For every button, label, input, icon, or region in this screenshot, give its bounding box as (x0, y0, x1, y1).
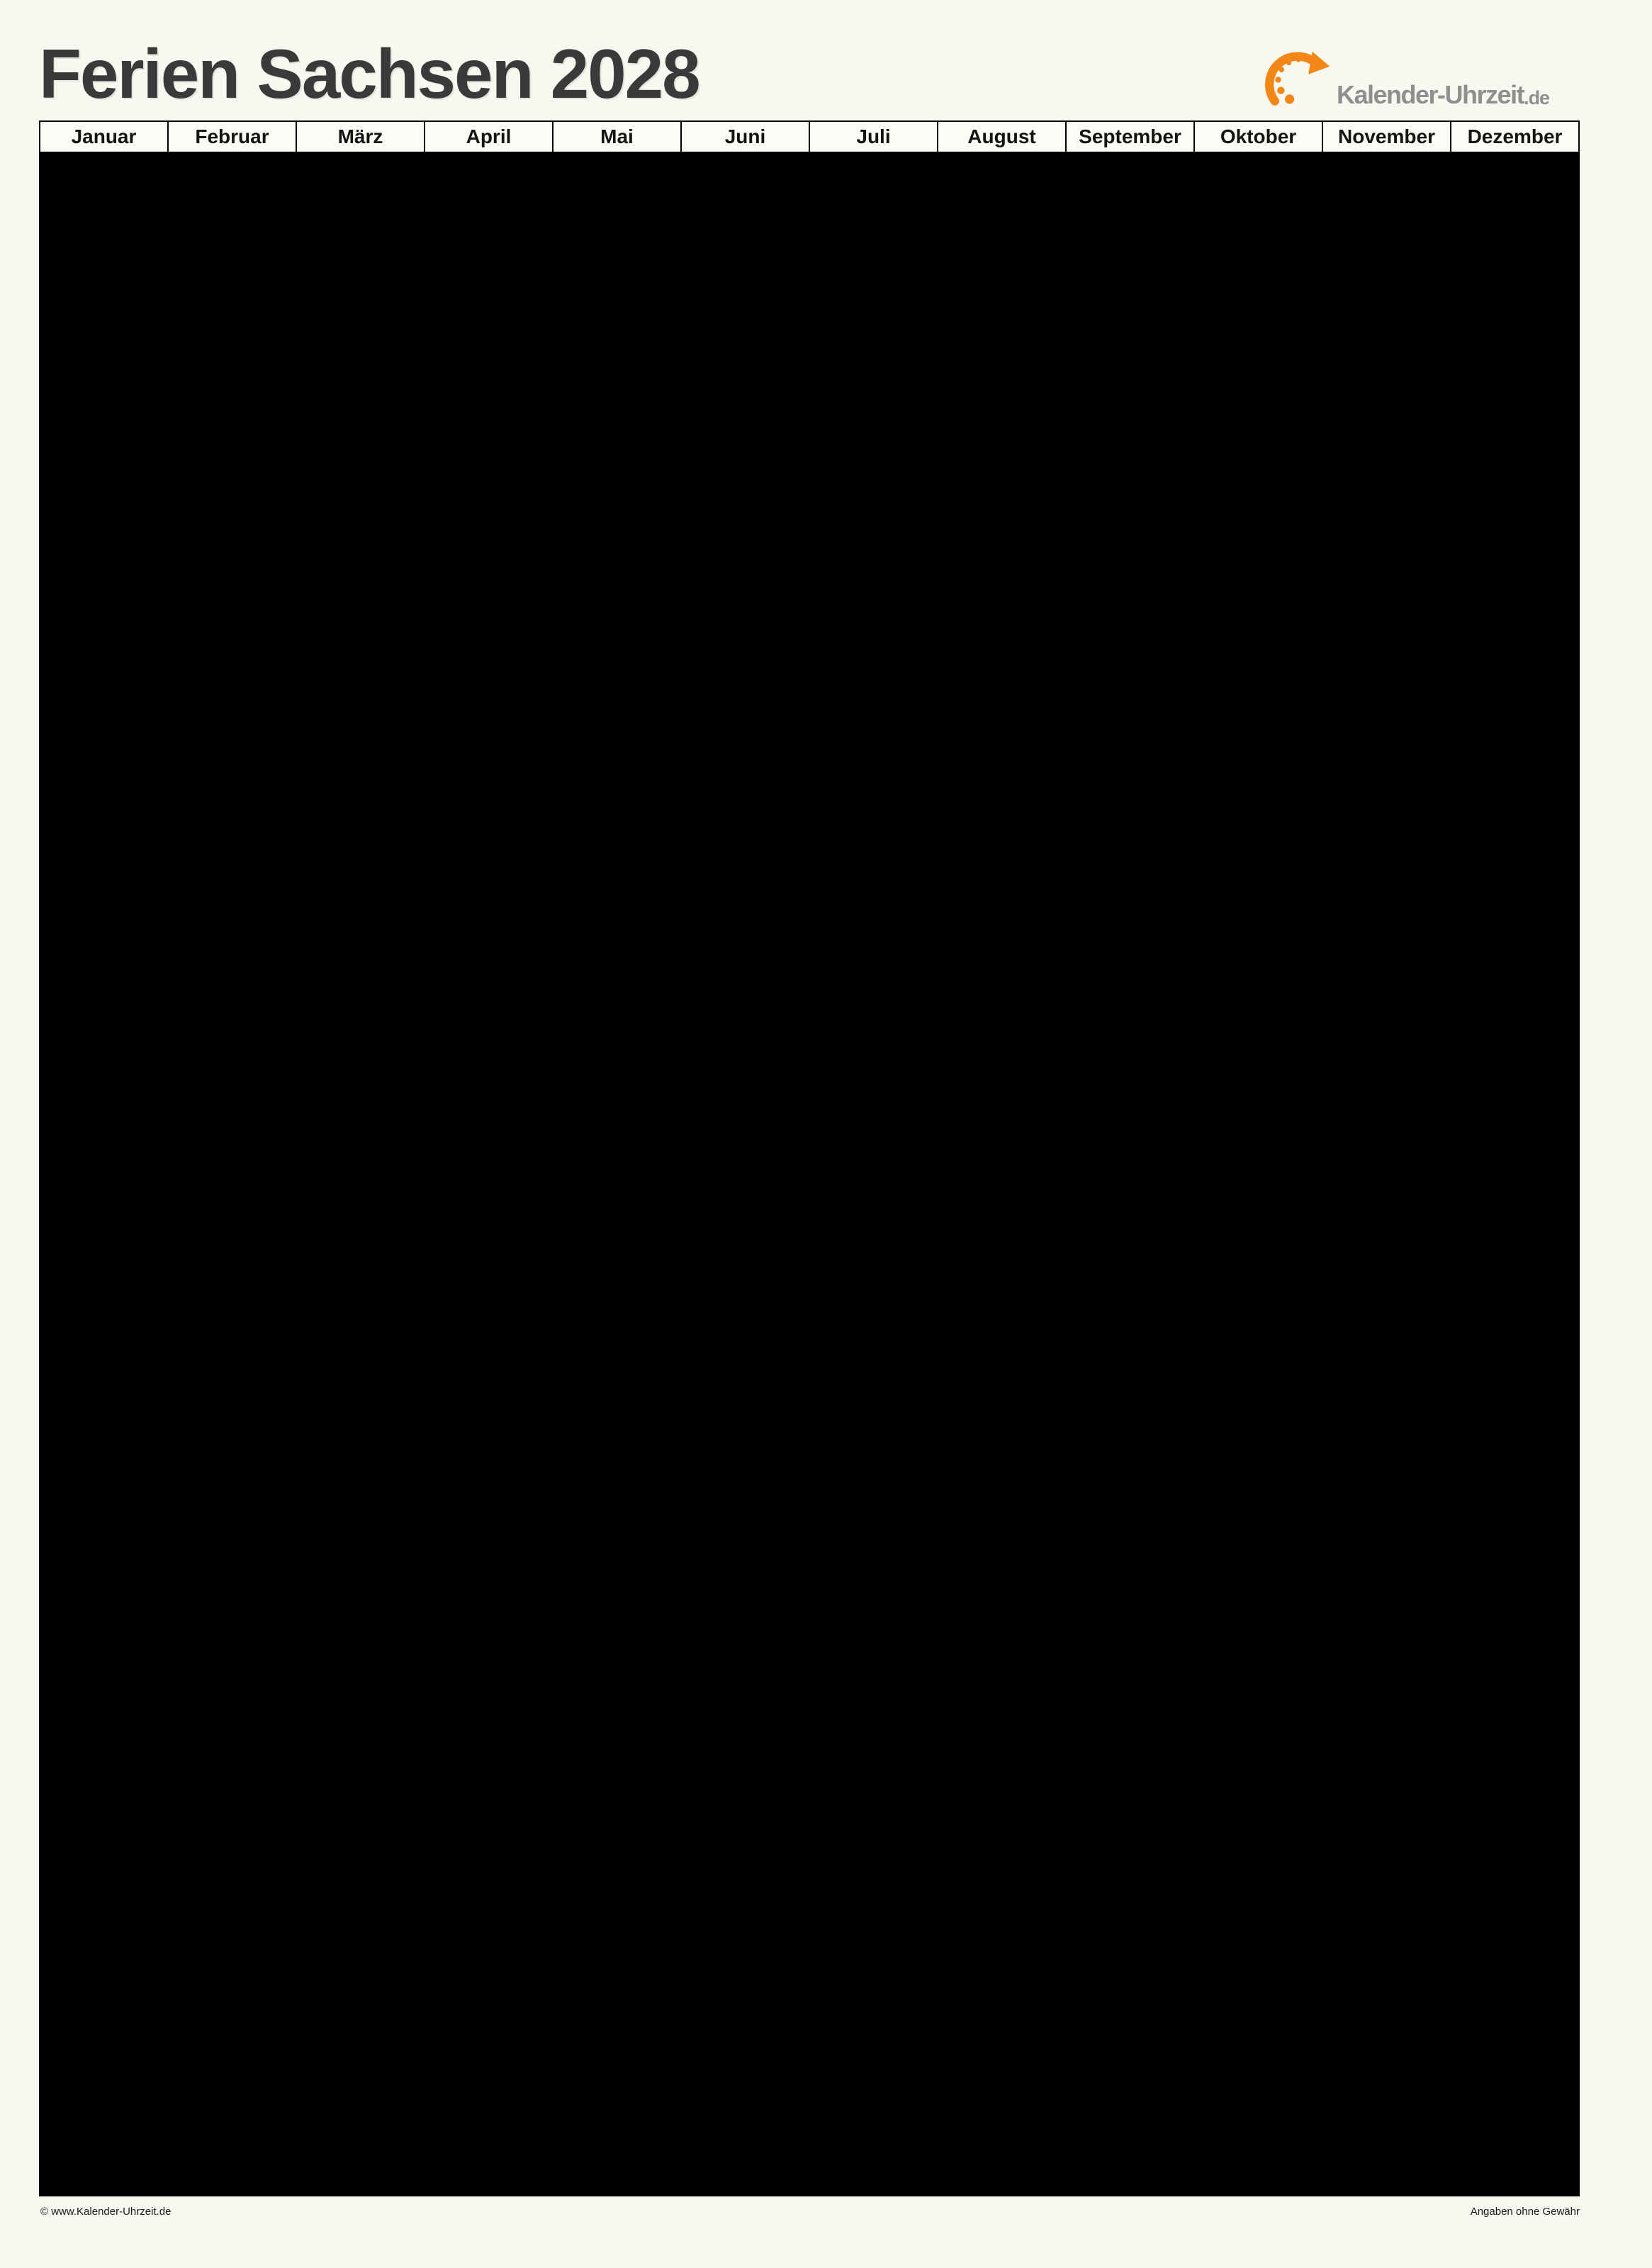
month-header-juni: Juni (682, 122, 809, 152)
month-header-dezember: Dezember (1451, 122, 1578, 152)
month-header-oktober: Oktober (1195, 122, 1322, 152)
footer-disclaimer: Angaben ohne Gewähr (1470, 2206, 1580, 2218)
page-title: Ferien Sachsen 2028 (39, 35, 701, 113)
calendar-grid: Januar Februar März April Mai Juni Juli August S… (39, 120, 1580, 2196)
month-header-januar: Januar (40, 122, 167, 152)
month-header-november: November (1323, 122, 1450, 152)
month-header-mai: Mai (554, 122, 680, 152)
month-header-februar: Februar (169, 122, 296, 152)
month-header-august: August (938, 122, 1065, 152)
brand-tld: .de (1524, 87, 1550, 108)
month-header-april: April (425, 122, 552, 152)
month-header-märz: März (297, 122, 424, 152)
month-header-september: September (1067, 122, 1193, 152)
brand-name: Kalender-Uhrzeit (1337, 80, 1525, 109)
brand-logo: Kalender-Uhrzeit .de (1260, 47, 1550, 112)
footer: © www.Kalender-Uhrzeit.de Angaben ohne G… (40, 2206, 1580, 2218)
month-header-juli: Juli (810, 122, 937, 152)
footer-copyright: © www.Kalender-Uhrzeit.de (40, 2206, 172, 2218)
clock-arrow-icon (1260, 47, 1334, 112)
